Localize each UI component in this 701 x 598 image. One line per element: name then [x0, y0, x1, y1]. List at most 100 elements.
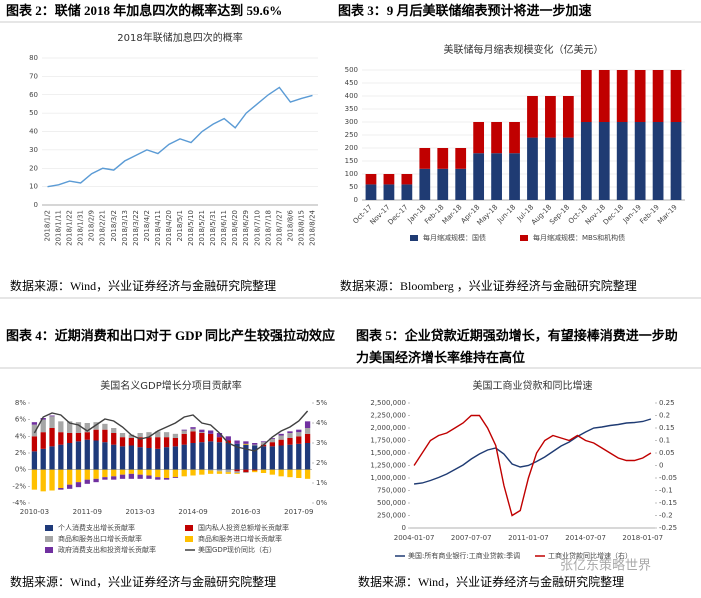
- bar: [437, 168, 449, 200]
- bar: [190, 428, 196, 432]
- x-tick-label: 2018/3/2: [110, 210, 118, 241]
- bar: [216, 433, 223, 438]
- y-tick-label: 450: [345, 79, 358, 87]
- legend-label: 每月缩减规模：国债: [423, 233, 486, 242]
- bar: [278, 439, 284, 446]
- y-tick-label: 100: [345, 170, 358, 178]
- bar: [401, 184, 413, 200]
- x-tick-label: 2018/6/20: [231, 210, 239, 246]
- legend-label: 美国GDP现价同比（右）: [198, 545, 276, 554]
- bar: [545, 137, 556, 200]
- bar: [509, 122, 520, 154]
- legend-label: 政府消费支出和投资增长贡献率: [58, 545, 156, 554]
- bar: [304, 428, 311, 434]
- x-tick-label: 2018/6/11: [220, 210, 228, 246]
- y2-tick-label: 0: [659, 462, 663, 470]
- bar: [509, 153, 520, 200]
- x-tick-label: 2018/4/11: [154, 210, 162, 246]
- x-tick-label: Mar-18: [441, 203, 464, 226]
- bar: [225, 436, 231, 441]
- bar: [40, 448, 46, 470]
- y-tick-label: 0: [34, 201, 38, 209]
- bar: [155, 431, 161, 438]
- bar: [40, 418, 46, 420]
- bar: [67, 469, 73, 485]
- y-tick-label: 70: [29, 72, 38, 80]
- bar: [287, 438, 293, 445]
- bar: [31, 436, 38, 452]
- bar: [208, 433, 214, 442]
- x-tick-label: 2013-03: [126, 508, 155, 516]
- bar: [580, 122, 592, 200]
- line: [413, 414, 652, 517]
- bar: [190, 469, 196, 476]
- y-tick-label: 30: [29, 146, 38, 154]
- bar: [287, 469, 293, 478]
- y-tick-label: 1,250,000: [370, 462, 406, 470]
- y-tick-label: 40: [29, 128, 38, 136]
- bar: [102, 477, 108, 480]
- bar: [252, 470, 258, 473]
- bar: [128, 473, 134, 479]
- bar: [67, 433, 73, 443]
- bar: [155, 477, 161, 480]
- bar: [75, 469, 82, 483]
- bar: [269, 438, 275, 443]
- legend-label: 美国:所有商业银行:工商业贷款:季调: [408, 551, 520, 560]
- bar: [260, 441, 267, 443]
- legend-swatch: [45, 547, 53, 553]
- bar: [67, 443, 73, 470]
- bar: [163, 469, 170, 478]
- x-tick-label: 2018/3/13: [121, 210, 129, 246]
- x-tick-label: 2018/7/18: [264, 210, 272, 246]
- bar: [146, 475, 152, 479]
- bar: [146, 469, 152, 476]
- y2-tick-label: 0.25: [659, 399, 675, 407]
- y2-tick-label: -0.1: [659, 487, 673, 495]
- legend-swatch: [410, 235, 418, 241]
- bar: [455, 148, 467, 169]
- bar: [383, 184, 395, 200]
- bar: [243, 441, 249, 444]
- y-tick-label: 1,000,000: [370, 474, 406, 482]
- bar: [146, 432, 152, 438]
- x-tick-label: Sep-18: [548, 203, 571, 226]
- bar: [208, 441, 214, 470]
- bar: [119, 469, 126, 475]
- bar: [49, 428, 55, 447]
- bar: [260, 442, 267, 445]
- legend-swatch: [185, 525, 193, 531]
- bar: [75, 441, 82, 470]
- bar: [93, 440, 99, 470]
- bar: [419, 148, 431, 169]
- x-tick-label: 2018/8/15: [297, 210, 305, 246]
- bar: [296, 443, 302, 470]
- y-tick-label: 8%: [15, 399, 26, 407]
- bar: [58, 432, 64, 445]
- bar: [181, 444, 187, 470]
- x-tick-label: 2007-07-07: [451, 534, 492, 542]
- bar: [163, 437, 170, 448]
- x-tick-label: 2017-09: [284, 508, 313, 516]
- bar: [31, 451, 38, 470]
- bar: [40, 419, 46, 433]
- bar: [102, 423, 108, 430]
- bar: [163, 432, 170, 438]
- bar: [163, 447, 170, 470]
- bar: [128, 469, 134, 474]
- bar: [225, 469, 231, 473]
- bar: [84, 423, 90, 433]
- bar: [527, 137, 538, 200]
- bar: [49, 415, 55, 417]
- y-tick-label: 0: [354, 196, 358, 204]
- bar: [634, 70, 646, 122]
- legend-label: 个人消费支出增长贡献率: [58, 523, 135, 532]
- line: [47, 86, 313, 188]
- bar: [58, 444, 64, 470]
- y-tick-label: 1,750,000: [370, 437, 406, 445]
- bar: [137, 447, 143, 470]
- bar: [365, 184, 377, 200]
- bar: [562, 137, 574, 200]
- x-tick-label: 2014-07-07: [565, 534, 606, 542]
